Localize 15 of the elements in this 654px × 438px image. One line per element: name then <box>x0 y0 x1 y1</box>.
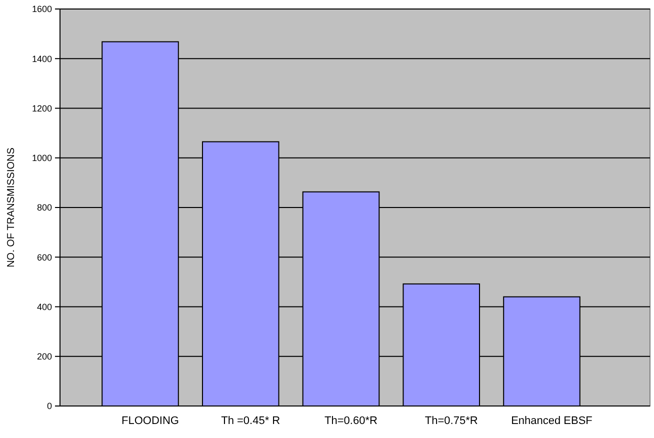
y-tick-label: 0 <box>46 401 52 412</box>
y-tick-label: 1400 <box>32 54 52 64</box>
y-tick-label: 400 <box>36 302 52 312</box>
y-axis-title: NO. OF TRANSMISSIONS <box>6 147 17 268</box>
y-tick-label: 1600 <box>32 4 52 14</box>
y-tick-label: 800 <box>36 202 52 213</box>
x-tick-label: Enhanced EBSF <box>511 415 593 427</box>
y-tick-label: 1200 <box>32 103 52 114</box>
y-tick-label: 1000 <box>32 153 52 164</box>
y-tick-label: 200 <box>36 352 52 362</box>
y-tick-label: 600 <box>36 252 52 262</box>
x-tick-label: Th=0.75*R <box>424 415 478 427</box>
x-tick-label: Th=0.60*R <box>324 415 378 427</box>
x-tick-label: FLOODING <box>122 415 179 427</box>
x-tick-label: Th =0.45* R <box>221 415 280 427</box>
